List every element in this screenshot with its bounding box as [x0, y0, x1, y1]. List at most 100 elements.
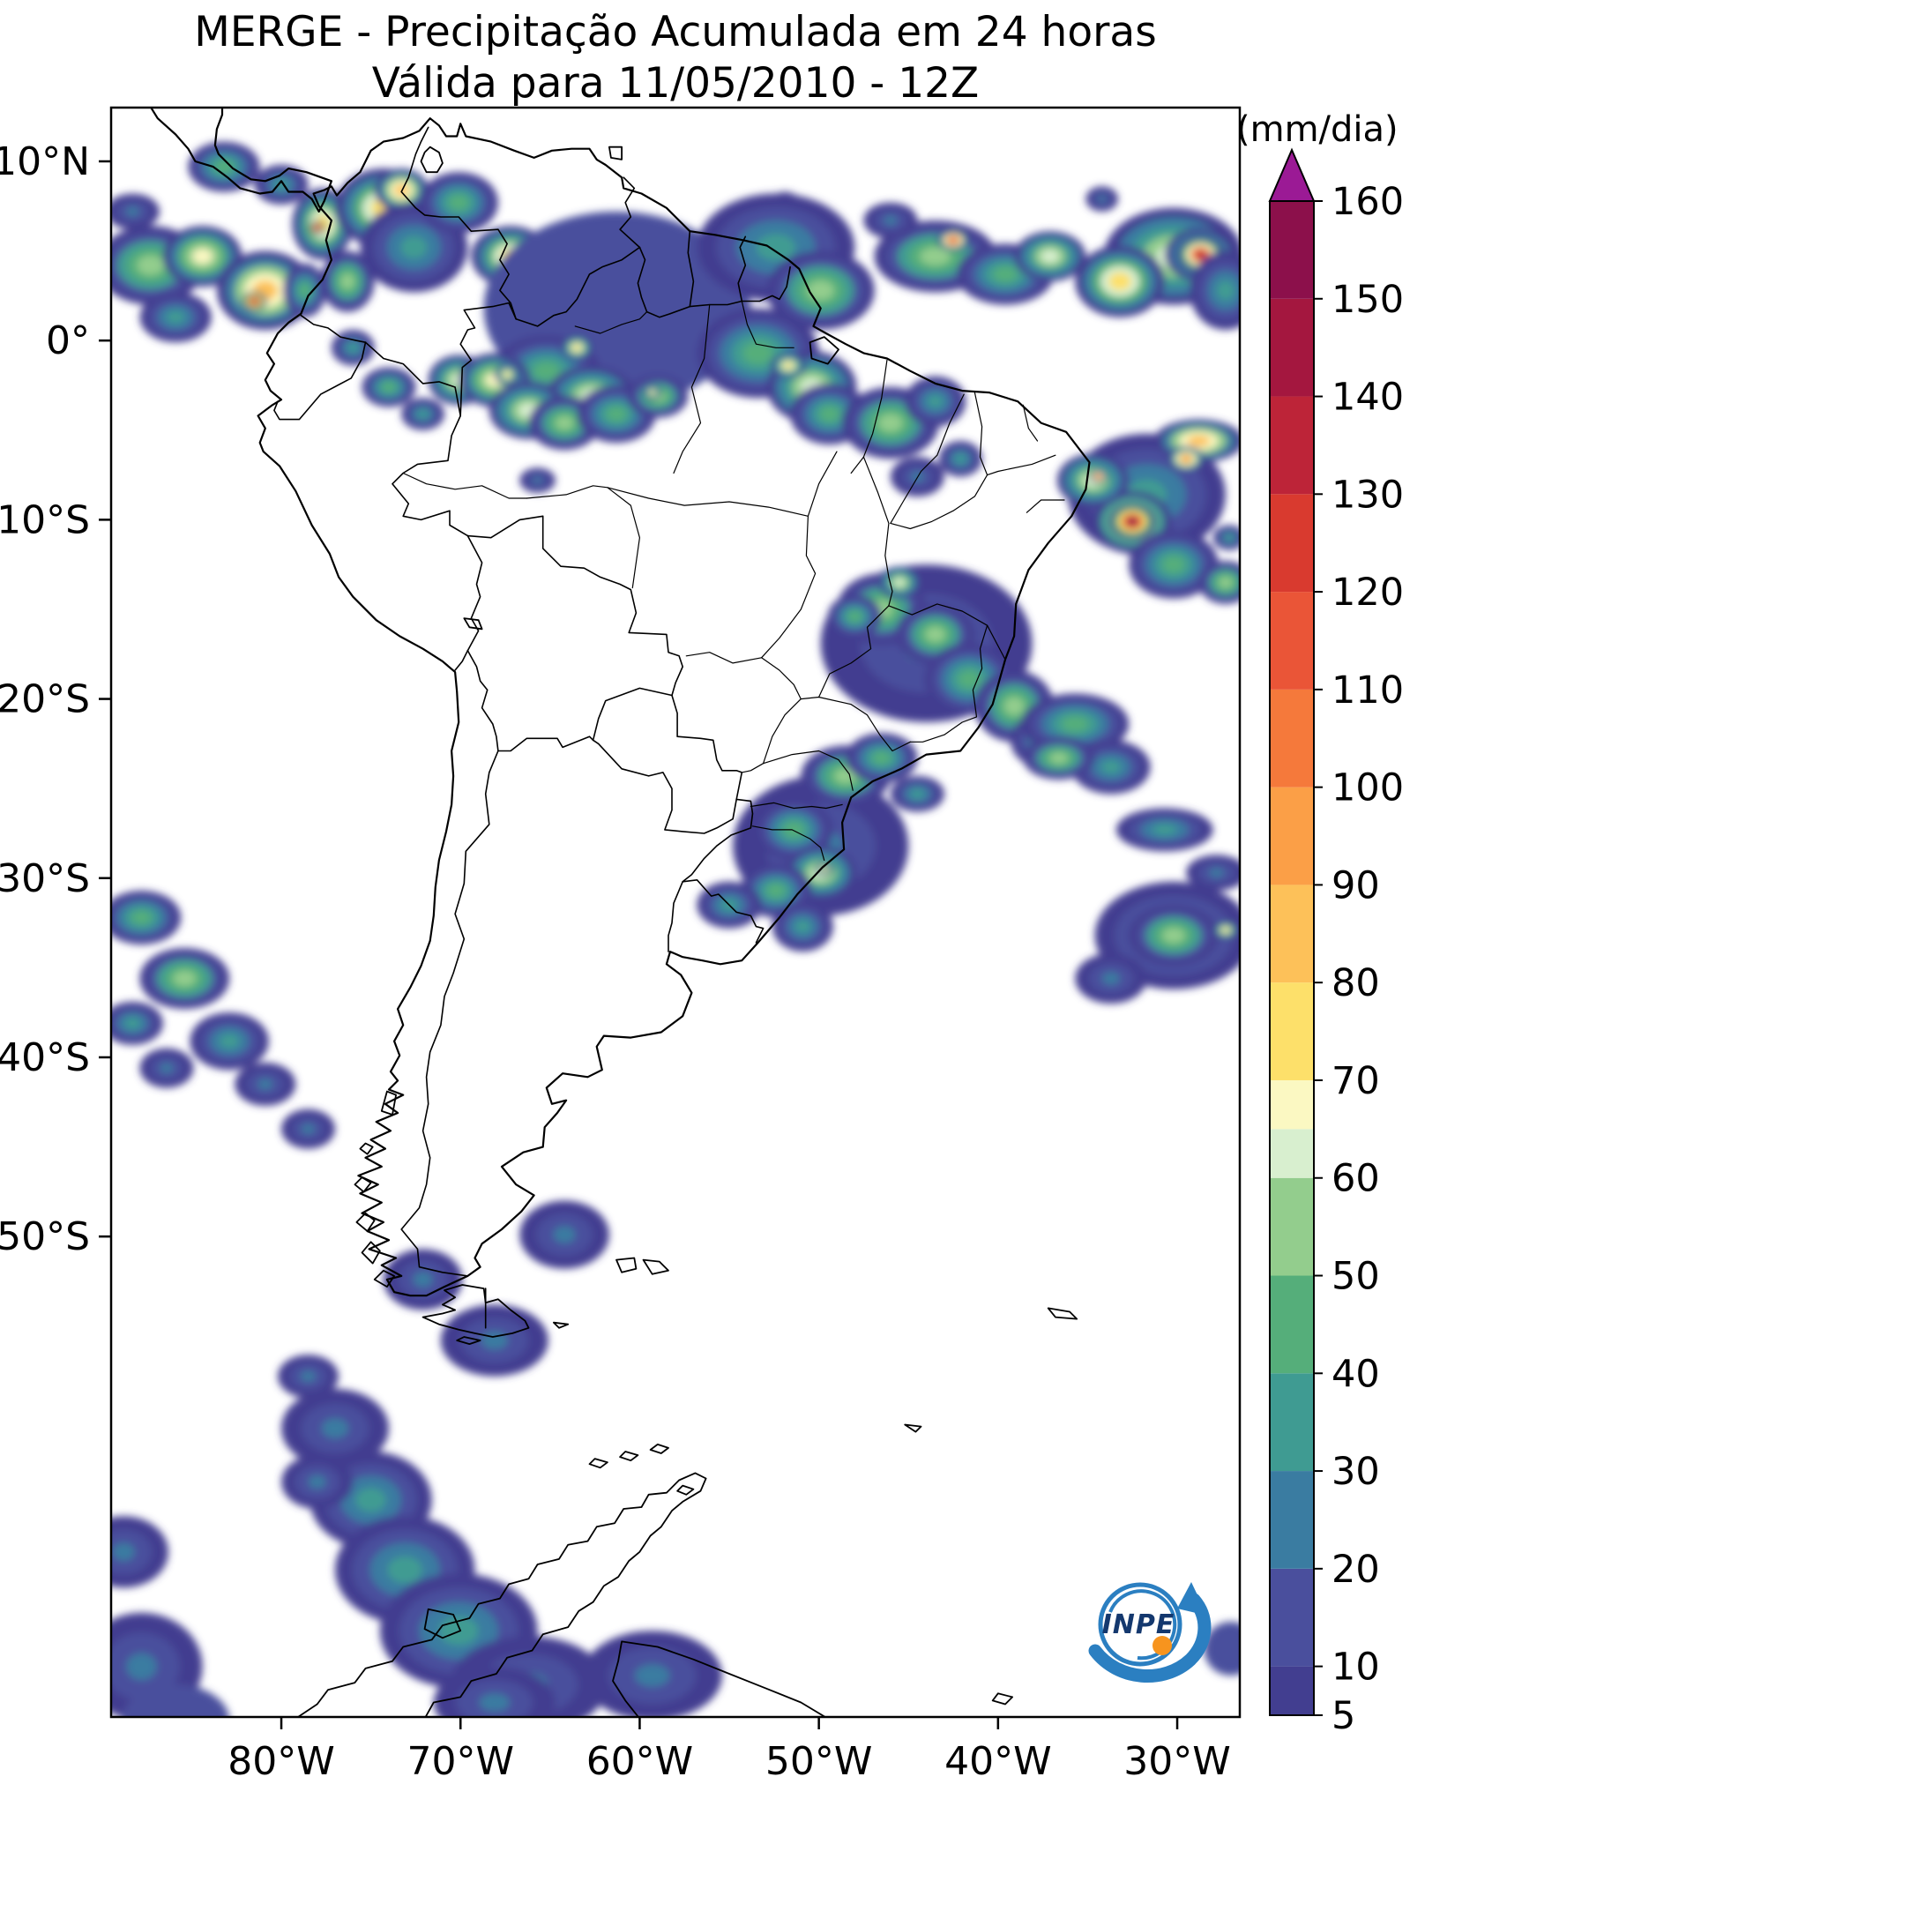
precip-cell [920, 247, 951, 265]
colorbar-segment [1270, 1568, 1314, 1667]
colorbar-segment [1270, 1177, 1314, 1276]
plot-frame [109, 106, 1242, 1719]
precip-cell [173, 971, 196, 987]
country-border [400, 126, 517, 320]
colorbar-tick-label: 120 [1332, 571, 1404, 615]
country-border [459, 302, 517, 417]
precip-cell [1162, 928, 1185, 944]
country-border [300, 314, 367, 343]
y-tick-label: 0° [46, 318, 90, 363]
precip-cell [167, 310, 185, 324]
precip-cell [321, 1418, 349, 1438]
country-border [466, 515, 683, 697]
state-border [862, 456, 890, 578]
colorbar-segment [1270, 298, 1314, 397]
state-border [818, 605, 890, 698]
country-border [392, 414, 469, 537]
state-border [850, 359, 888, 474]
precip-cell [766, 884, 786, 898]
country-border [400, 750, 499, 1277]
precip-cell [1194, 250, 1207, 259]
precip-cell [160, 1063, 174, 1073]
precip-cell [834, 768, 857, 784]
coastline [257, 117, 1091, 1297]
x-tick-label: 30°W [1123, 1739, 1231, 1784]
country-border [682, 879, 765, 944]
precip-cell [192, 249, 213, 265]
precip-cell [479, 1693, 511, 1712]
precip-cell [1219, 577, 1233, 588]
precip-cell [993, 266, 1018, 282]
state-border [888, 576, 893, 607]
colorbar: 160 150 140 130 120 110 100 90 80 70 60 50 40 30 20 105 [1268, 147, 1404, 1738]
colorbar-tick-label: 100 [1332, 766, 1404, 810]
island-outline [354, 1176, 372, 1193]
precip-cell [400, 235, 428, 259]
colorbar-segment [1270, 787, 1314, 885]
state-border [1022, 404, 1039, 442]
colorbar-segment [1270, 885, 1314, 983]
y-tick-label: 20°S [0, 677, 90, 722]
island-outline [420, 146, 444, 174]
y-axis: 10°N 0° 10°S 20°S 30°S 40°S 50°S [0, 139, 111, 1259]
map-linework [149, 108, 1091, 1717]
state-border [685, 652, 763, 664]
island-outline [553, 1321, 570, 1329]
state-border [750, 802, 843, 810]
precip-cell [1182, 455, 1191, 462]
colorbar-tick-label: 10 [1332, 1646, 1380, 1690]
precip-cell [884, 215, 898, 226]
x-axis: 80°W 70°W 60°W 50°W 40°W 30°W [228, 1717, 1231, 1784]
precip-cell [1126, 517, 1138, 526]
island-outline [373, 1269, 395, 1288]
precip-cell [299, 283, 310, 297]
state-border [402, 472, 527, 499]
precip-cell [1187, 435, 1211, 447]
precip-cell [1216, 280, 1235, 301]
colorbar-unit-label: (mm/dia) [1236, 109, 1399, 150]
precip-cell [894, 578, 906, 587]
precip-cell [928, 395, 944, 408]
precip-cell [650, 391, 655, 395]
precip-cell [807, 280, 834, 301]
country-border [682, 798, 754, 883]
state-border [673, 303, 711, 474]
precip-cell [1222, 928, 1229, 933]
x-tick-label: 60°W [586, 1739, 694, 1784]
precip-cell [1062, 716, 1089, 732]
colorbar-segment [1270, 201, 1314, 299]
island-outline [649, 1444, 669, 1454]
country-border [466, 649, 499, 752]
precip-cell [949, 237, 958, 243]
precip-cell [126, 1653, 157, 1681]
state-border [761, 451, 838, 659]
colorbar-over-arrow [1268, 147, 1316, 202]
precip-cell [1003, 697, 1025, 715]
x-tick-label: 40°W [944, 1739, 1052, 1784]
chart-subtitle: Válida para 11/05/2010 - 12Z [372, 59, 979, 108]
country-border [671, 694, 743, 801]
state-border [888, 603, 1006, 661]
precip-cell [634, 1664, 670, 1687]
precip-cell [387, 1556, 423, 1584]
precip-cell [308, 1474, 326, 1489]
island-outline [991, 1692, 1013, 1706]
precip-cell [925, 626, 945, 643]
precip-cell [137, 255, 164, 275]
state-border [761, 657, 802, 700]
precip-cell [504, 371, 511, 377]
state-border [741, 300, 794, 348]
precip-cell [122, 1684, 229, 1717]
country-border [592, 687, 673, 742]
country-border [497, 735, 594, 752]
precip-cell [606, 407, 627, 422]
island-outline [463, 617, 483, 631]
precip-cell [1225, 534, 1234, 541]
state-border [607, 487, 809, 517]
precip-cell [301, 1123, 316, 1134]
colorbar-segment [1270, 982, 1314, 1080]
country-border [592, 739, 737, 834]
island-outline [296, 1472, 707, 1717]
state-border [574, 311, 648, 334]
precip-cell [784, 362, 794, 370]
